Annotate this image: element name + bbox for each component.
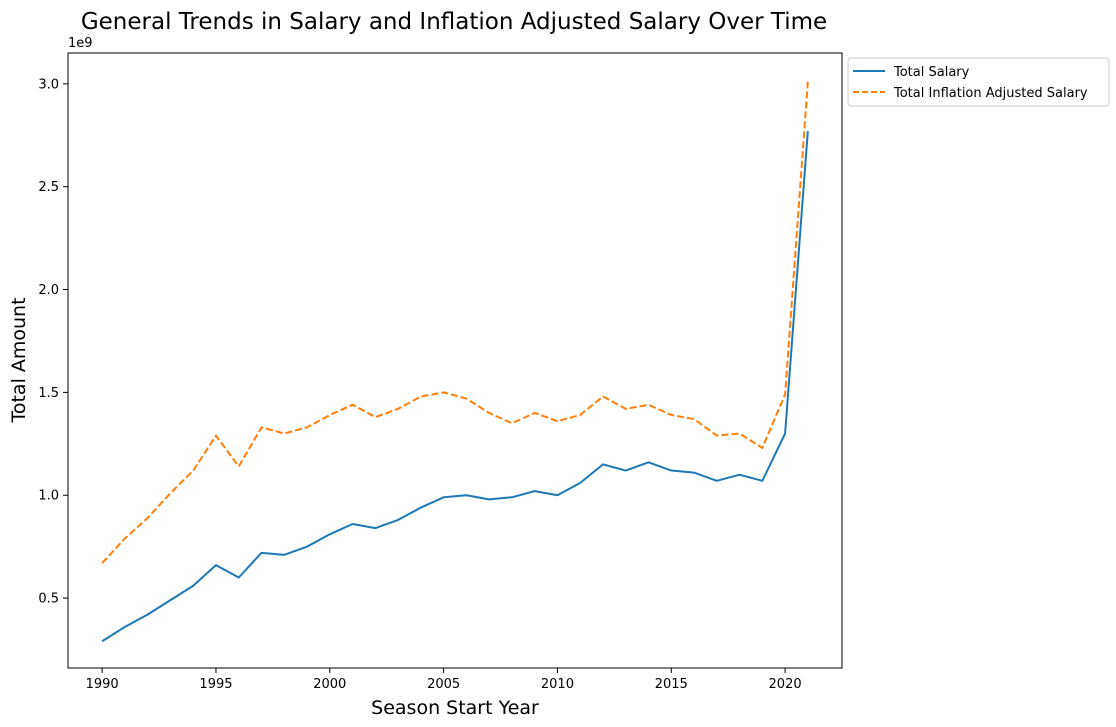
legend-label-total-salary: Total Salary (893, 65, 970, 80)
y-offset-label: 1e9 (68, 36, 93, 51)
legend: Total Salary Total Inflation Adjusted Sa… (847, 57, 1110, 107)
legend-label-inflation-adjusted: Total Inflation Adjusted Salary (893, 86, 1088, 101)
x-tick-label: 2005 (427, 677, 460, 692)
x-tick-label: 2015 (655, 677, 688, 692)
series-line-total-salary (101, 131, 809, 643)
plot-frame (67, 52, 843, 669)
y-tick-label: 2.5 (38, 180, 59, 195)
y-axis-label: Total Amount (8, 297, 30, 423)
x-tick-label: 2010 (541, 677, 574, 692)
x-tick-label: 2000 (313, 677, 346, 692)
y-tick-label: 3.0 (38, 77, 59, 92)
x-axis-ticks: 1990 1995 2000 2005 2010 2015 2020 (86, 668, 802, 692)
y-tick-label: 2.0 (38, 283, 59, 298)
plot-area (101, 81, 809, 643)
series-line-total-inflation-adjusted-salary (101, 81, 809, 564)
x-tick-label: 1990 (86, 677, 119, 692)
x-axis-label: Season Start Year (371, 697, 539, 719)
legend-frame (847, 57, 1110, 107)
y-tick-label: 1.0 (38, 489, 59, 504)
x-tick-label: 1995 (199, 677, 232, 692)
x-tick-label: 2020 (769, 677, 802, 692)
chart-title: General Trends in Salary and Inflation A… (81, 9, 827, 35)
y-tick-label: 1.5 (38, 386, 59, 401)
y-axis-ticks: 0.5 1.0 1.5 2.0 2.5 3.0 (38, 77, 68, 607)
y-tick-label: 0.5 (38, 592, 59, 607)
